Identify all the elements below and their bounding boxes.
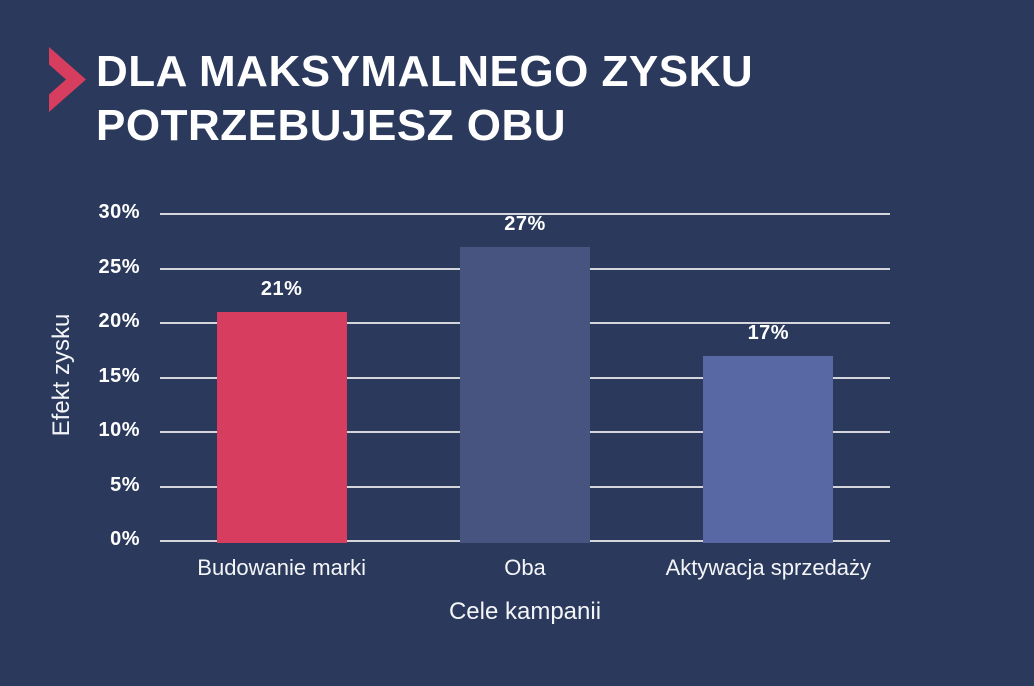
gridline-30 — [160, 213, 890, 215]
x-axis-title: Cele kampanii — [448, 598, 602, 625]
slide-title: DLA MAKSYMALNEGO ZYSKU POTRZEBUJESZ OBU — [96, 45, 753, 153]
bar-Aktywacja sprzedaży — [703, 355, 834, 543]
y-tick-label-25: 25% — [98, 255, 140, 278]
y-tick-label-30: 30% — [98, 201, 140, 223]
bar-value-label-Oba: 27% — [504, 212, 546, 235]
chevron-right-icon — [49, 47, 86, 112]
y-tick-label-15: 15% — [98, 364, 140, 387]
y-tick-label-0: 0% — [110, 528, 140, 550]
bar-Oba — [460, 246, 590, 543]
x-category-label-Oba: Oba — [504, 555, 546, 580]
bar-Budowanie marki — [216, 312, 347, 543]
bar-value-label-Budowanie marki: 21% — [260, 278, 303, 301]
slide-title-line-1: DLA MAKSYMALNEGO ZYSKU — [96, 47, 754, 96]
bar-value-label-Aktywacja sprzedaży: 17% — [747, 321, 790, 344]
y-tick-label-20: 20% — [98, 310, 140, 332]
y-tick-label-10: 10% — [98, 419, 140, 441]
chevron-right-shape — [49, 47, 86, 112]
y-axis-title: Efekt zysku — [48, 313, 75, 437]
x-category-label-Aktywacja sprzedaży: Aktywacja sprzedaży — [665, 555, 872, 580]
y-tick-label-5: 5% — [110, 473, 140, 496]
x-category-label-Budowanie marki: Budowanie marki — [197, 555, 367, 580]
slide-title-line-2: POTRZEBUJESZ OBU — [96, 101, 567, 150]
